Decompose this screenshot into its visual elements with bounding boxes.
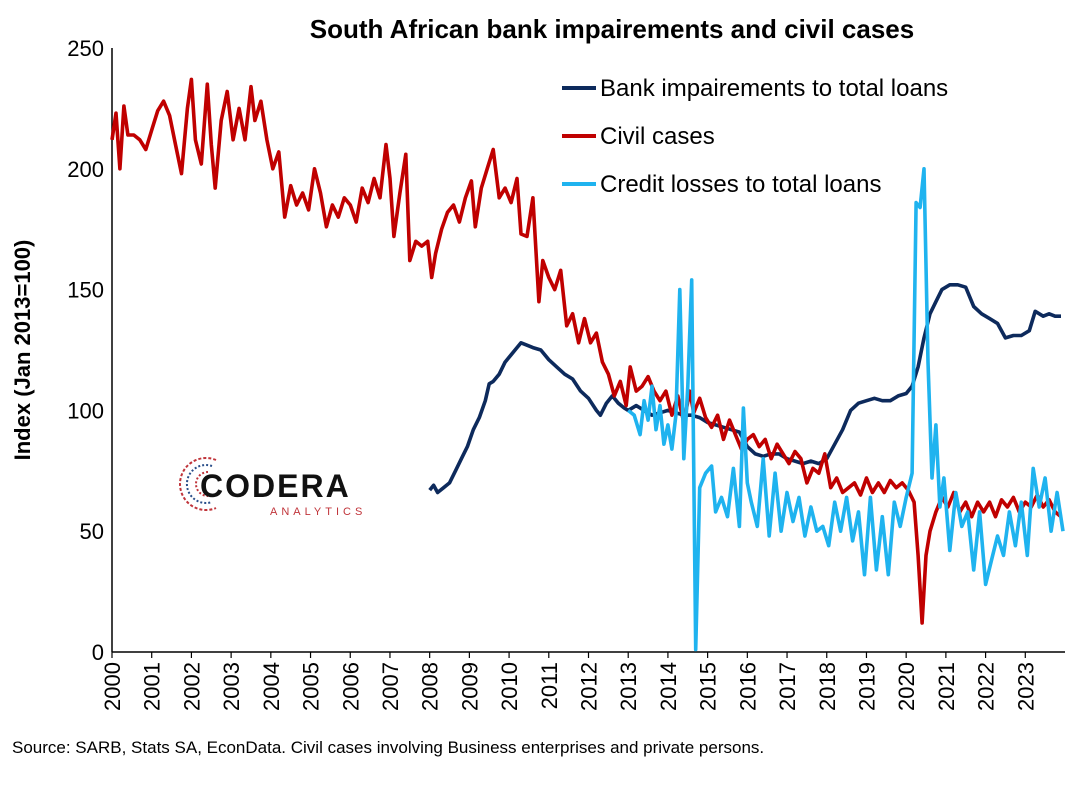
x-tick-label: 2015 — [696, 662, 721, 711]
x-tick-label: 2013 — [616, 662, 641, 711]
legend: Bank impairements to total loans Civil ca… — [562, 75, 948, 198]
legend-label: Credit losses to total loans — [600, 171, 881, 198]
x-tick-label: 2018 — [815, 662, 840, 711]
x-tick-label: 2004 — [259, 662, 284, 711]
x-tick-label: 2010 — [497, 662, 522, 711]
logo-mark-icon — [179, 457, 217, 511]
y-tick-label: 150 — [67, 278, 104, 303]
x-tick-label: 2005 — [299, 662, 324, 711]
series-group — [110, 77, 1065, 652]
x-tick-label: 2021 — [934, 662, 959, 711]
y-tick-label: 100 — [67, 398, 104, 423]
x-tick-label: 2008 — [418, 662, 443, 711]
x-tick-label: 2019 — [854, 662, 879, 711]
x-tick-label: 2007 — [378, 662, 403, 711]
x-tick-label: 2023 — [1013, 662, 1038, 711]
x-tick-label: 2011 — [537, 662, 562, 709]
y-tick-label: 250 — [67, 36, 104, 61]
logo-subtitle: ANALYTICS — [270, 506, 367, 518]
source-note: Source: SARB, Stats SA, EconData. Civil … — [12, 738, 765, 757]
x-tick-label: 2009 — [457, 662, 482, 711]
legend-label: Civil cases — [600, 123, 715, 150]
x-axis: 2000 2001 2002 2003 2004 2005 2006 2007 2008 2009… — [100, 651, 1065, 711]
x-tick-label: 2000 — [100, 662, 125, 711]
y-tick-label: 200 — [67, 157, 104, 182]
x-tick-label: 2002 — [179, 662, 204, 711]
x-tick-label: 2014 — [656, 662, 681, 711]
legend-label: Bank impairements to total loans — [600, 75, 948, 102]
y-axis: 0 50 100 150 200 250 — [67, 36, 113, 665]
codera-logo: CODERA ANALYTICS — [178, 450, 388, 520]
x-tick-label: 2020 — [894, 662, 919, 711]
y-tick-label: 0 — [92, 640, 104, 665]
x-tick-label: 2016 — [735, 662, 760, 711]
x-tick-label: 2003 — [219, 662, 244, 711]
x-tick-label: 2022 — [974, 662, 999, 711]
x-tick-label: 2001 — [140, 662, 165, 711]
series-line-2 — [110, 77, 1063, 625]
x-tick-label: 2006 — [338, 662, 363, 711]
series-line-3 — [627, 167, 1065, 652]
y-tick-label: 50 — [80, 519, 104, 544]
series-line-1 — [428, 283, 1061, 495]
x-tick-label: 2017 — [775, 662, 800, 711]
y-axis-label: Index (Jan 2013=100) — [10, 240, 35, 461]
logo-name: CODERA — [200, 468, 351, 504]
x-tick-label: 2012 — [577, 662, 602, 711]
chart-title: South African bank impairements and civi… — [310, 14, 914, 44]
